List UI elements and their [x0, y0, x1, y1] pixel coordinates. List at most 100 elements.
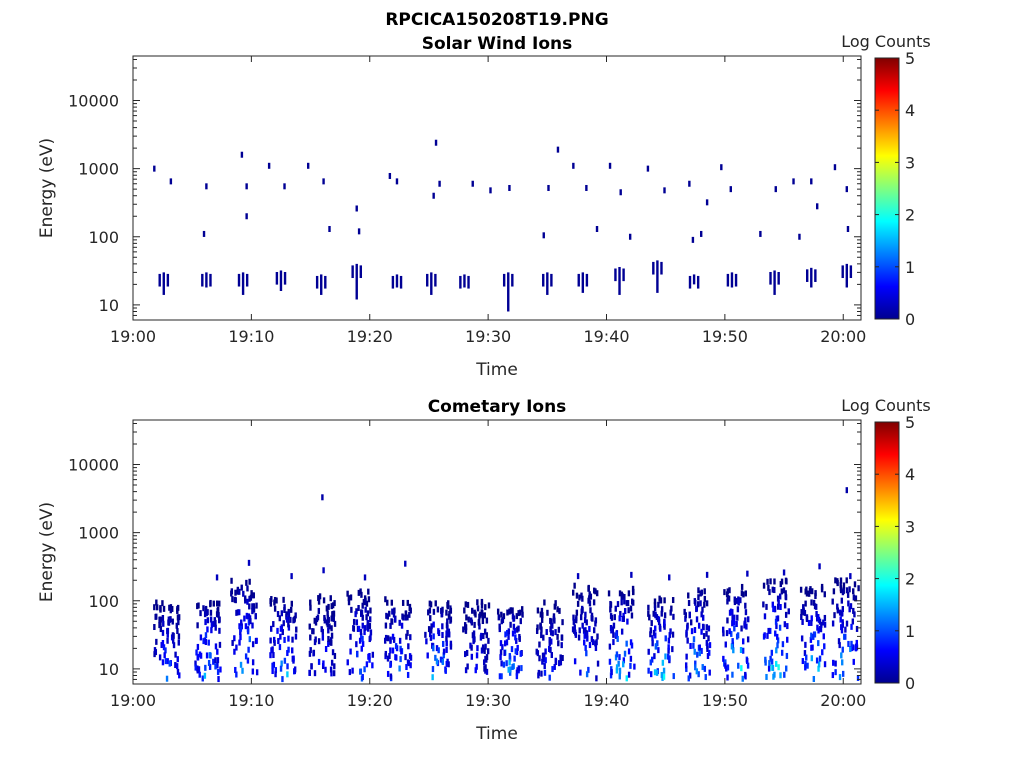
heatmap-cell [552, 615, 556, 622]
heatmap-cell [615, 651, 619, 658]
heatmap-cell [810, 619, 813, 626]
heatmap-cell [663, 187, 666, 194]
heatmap-cell [818, 618, 822, 625]
heatmap-cell [245, 579, 248, 586]
heatmap-cell [812, 599, 816, 606]
heatmap-cell [767, 665, 771, 672]
heatmap-cell [664, 635, 667, 642]
heatmap-cell [548, 639, 551, 646]
heatmap-cell [705, 624, 709, 631]
heatmap-cell [649, 659, 652, 666]
heatmap-cell [731, 643, 734, 650]
heatmap-cell [283, 636, 286, 643]
heatmap-cell [472, 636, 475, 643]
heatmap-column [315, 275, 319, 289]
colorbar-ticks-1: 0 1 2 3 4 5 [875, 49, 915, 329]
heatmap-cell [215, 574, 219, 581]
heatmap-cell [209, 652, 212, 659]
heatmap-cell [368, 623, 372, 630]
heatmap-cell [770, 658, 774, 665]
heatmap-cell [611, 626, 615, 633]
heatmap-cell [207, 659, 211, 666]
heatmap-cell [155, 604, 159, 611]
heatmap-cell [729, 186, 732, 193]
heatmap-cell [204, 639, 208, 646]
heatmap-cell [400, 648, 403, 655]
heatmap-cell [514, 634, 517, 641]
heatmap-cell [800, 635, 804, 642]
heatmap-cell [694, 660, 697, 667]
heatmap-cell [252, 603, 256, 610]
heatmap-cell [657, 601, 660, 608]
heatmap-cell [833, 164, 837, 171]
heatmap-cell [239, 625, 243, 632]
heatmap-cell [280, 610, 284, 617]
heatmap-cell [252, 606, 256, 613]
heatmap-cell [519, 618, 522, 625]
heatmap-cell [464, 667, 468, 674]
heatmap-cell [199, 610, 202, 617]
heatmap-cell [352, 625, 356, 632]
heatmap-cell [270, 647, 273, 654]
heatmap-cell [647, 604, 650, 611]
heatmap-cell [670, 605, 673, 612]
heatmap-cell [650, 671, 653, 678]
heatmap-cell [841, 670, 845, 677]
heatmap-cell [309, 599, 312, 606]
heatmap-cell [323, 617, 327, 624]
heatmap-cell [654, 643, 658, 650]
colorbar-tick-label: 1 [905, 258, 915, 277]
heatmap-cell [726, 598, 729, 605]
heatmap-cell [285, 613, 288, 620]
heatmap-cell [650, 620, 653, 627]
heatmap-cell [614, 654, 618, 661]
heatmap-cell [371, 651, 375, 658]
heatmap-cell [255, 602, 258, 609]
heatmap-cell [726, 594, 730, 601]
heatmap-cell [389, 673, 393, 680]
heatmap-cell [427, 626, 431, 633]
heatmap-cell [583, 632, 586, 639]
heatmap-cell [812, 633, 815, 640]
heatmap-cell [770, 649, 774, 656]
heatmap-cell [207, 639, 210, 646]
heatmap-cell [293, 615, 296, 622]
heatmap-cell [482, 633, 485, 640]
heatmap-cell [205, 183, 208, 190]
heatmap-cell [273, 605, 277, 612]
heatmap-cell [854, 595, 858, 602]
heatmap-cell [332, 615, 335, 622]
heatmap-cell [727, 595, 731, 602]
heatmap-cell [852, 658, 855, 665]
heatmap-cell [585, 650, 588, 657]
heatmap-cell [489, 187, 492, 194]
heatmap-cell [724, 641, 727, 648]
heatmap-cell [449, 616, 453, 623]
heatmap-cell [732, 619, 736, 626]
heatmap-cell [594, 617, 598, 624]
heatmap-cell [169, 604, 173, 611]
heatmap-cell [620, 593, 623, 600]
heatmap-cell [428, 607, 432, 614]
heatmap-cell [701, 614, 705, 621]
heatmap-cell [845, 587, 849, 594]
heatmap-cell [486, 648, 490, 655]
heatmap-cell [365, 614, 368, 621]
heatmap-cell [746, 636, 750, 643]
heatmap-cell [206, 626, 209, 633]
heatmap-cell [330, 615, 333, 622]
heatmap-cell [394, 643, 398, 650]
x-tick-label: 19:00 [110, 327, 156, 346]
heatmap-cell [201, 675, 204, 682]
heatmap-cell [500, 611, 503, 618]
colorbar-tick-label: 1 [905, 622, 915, 641]
heatmap-cell [474, 667, 477, 674]
heatmap-cell [816, 203, 819, 210]
heatmap-cell [390, 618, 393, 625]
heatmap-cell [391, 647, 395, 654]
heatmap-cell [155, 613, 158, 620]
heatmap-cell [365, 661, 369, 668]
y-tick-label: 100 [88, 228, 119, 247]
heatmap-cell [168, 660, 171, 667]
heatmap-cell [476, 599, 479, 606]
